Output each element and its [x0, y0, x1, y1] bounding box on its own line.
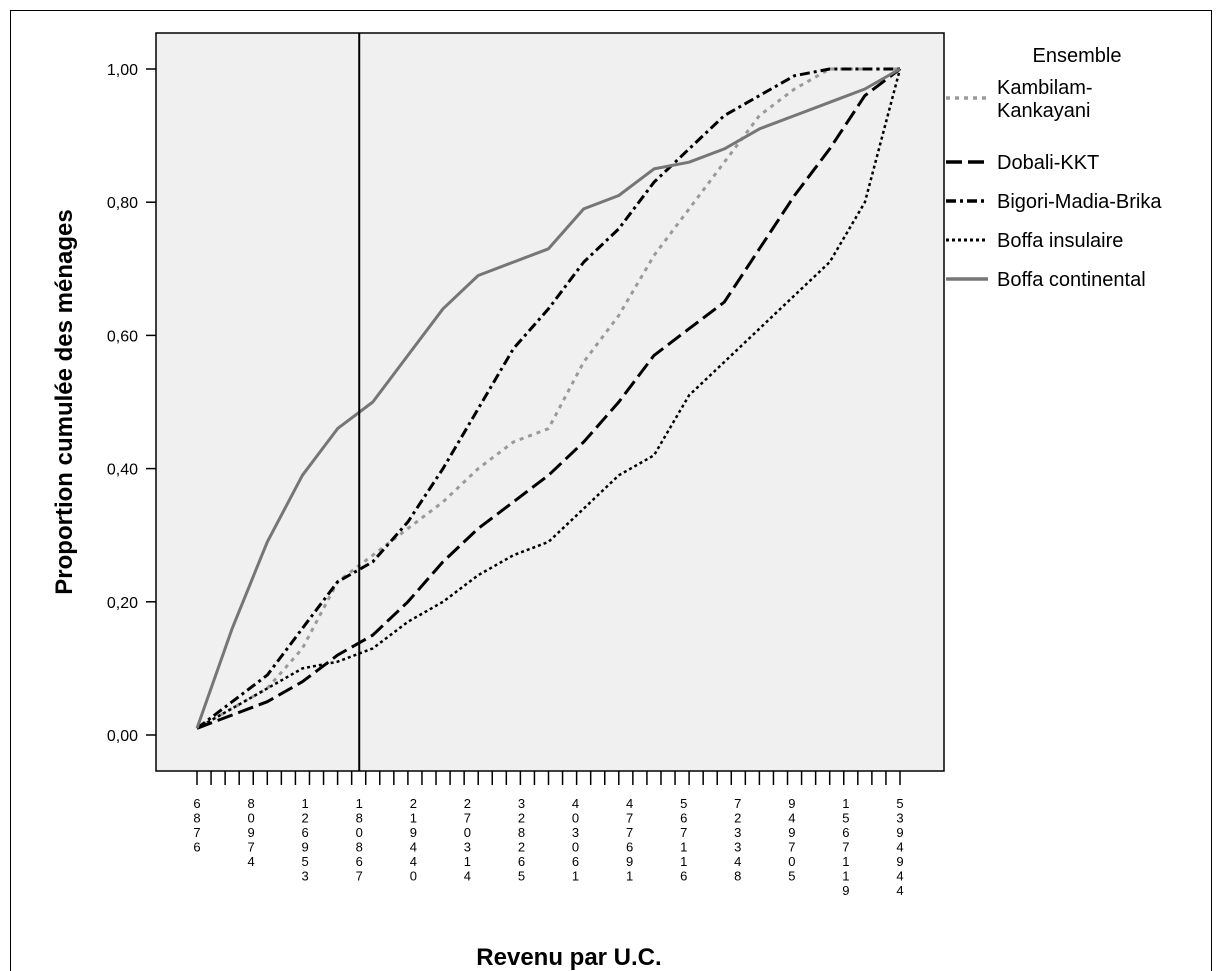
- series-line-kambilam-kankayani: [196, 67, 900, 730]
- x-axis: 6 8 7 6 8 0 9 7 4 1 2 6 9 5 3 1 8 0 8 6 7 2 1 9 4 4 0 2 7 0 3 1 4 3 2 8 2 6 5 4…: [193, 771, 904, 898]
- plot-area: [155, 32, 945, 772]
- y-tick-label: 0,20: [107, 595, 138, 612]
- series-layer: [195, 67, 902, 730]
- series-line-bigori-madia-brika: [196, 67, 900, 730]
- y-axis: 0,00 0,20 0,40 0,60 0,80 1,00: [107, 62, 156, 745]
- series-line-dobali-kkt: [196, 67, 901, 730]
- legend-label: Boffa continental: [997, 269, 1146, 291]
- x-axis-title: Revenu par U.C.: [476, 944, 661, 971]
- series-line-boffa-insulaire: [196, 68, 902, 730]
- legend-label: Dobali-KKT: [997, 152, 1099, 174]
- y-axis-title: Proportion cumulée des ménages: [51, 209, 78, 594]
- chart-frame: [10, 10, 1212, 971]
- y-tick-label: 0,80: [107, 195, 138, 212]
- y-tick-label: 0,40: [107, 462, 138, 479]
- legend-label: Kambilam-Kankayani: [997, 77, 1093, 122]
- y-tick-label: 0,00: [107, 728, 138, 745]
- y-tick-label: 1,00: [107, 62, 138, 79]
- y-tick-label: 0,60: [107, 328, 138, 345]
- legend-title: Ensemble: [1033, 45, 1122, 67]
- legend: Ensemble Kambilam-Kankayani Dobali-KKT Big…: [946, 45, 1162, 291]
- legend-label: Boffa insulaire: [997, 230, 1123, 252]
- series-line-boffa-continental: [195, 67, 901, 729]
- legend-label: Bigori-Madia-Brika: [997, 191, 1162, 213]
